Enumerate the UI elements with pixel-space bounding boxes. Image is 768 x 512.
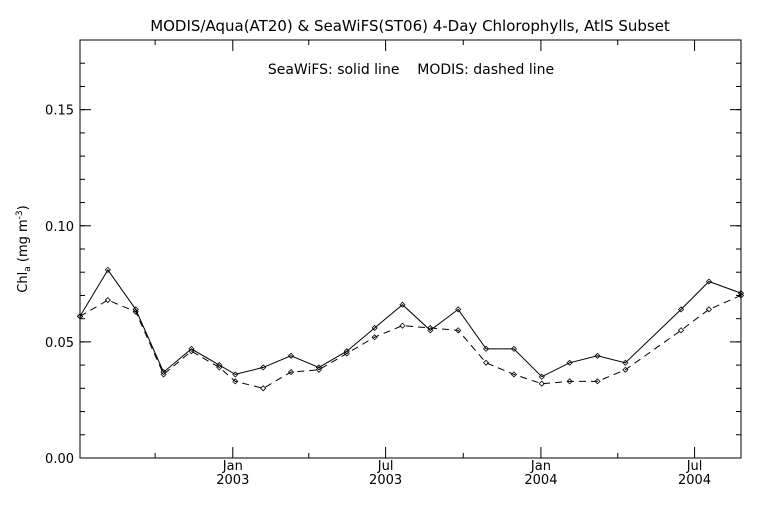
y-tick-label: 0.10: [45, 220, 74, 235]
data-point-dashed: [705, 306, 712, 313]
data-point-dashed: [315, 366, 322, 373]
axis-ticks: 0.000.050.100.15Jan2003Jul2003Jan2004Jul…: [45, 40, 741, 488]
data-point-solid: [566, 359, 573, 366]
data-point-dashed: [216, 364, 223, 371]
data-point-dashed: [566, 378, 573, 385]
data-point-dashed: [737, 292, 745, 299]
data-point-solid: [104, 266, 111, 273]
data-point-dashed: [427, 324, 434, 332]
data-point-dashed: [622, 366, 629, 373]
y-tick-label: 0.15: [45, 104, 74, 119]
data-point-dashed: [232, 378, 239, 385]
data-point-solid: [737, 290, 745, 297]
data-point-solid: [594, 352, 601, 359]
data-point-solid: [399, 301, 406, 308]
data-point-dashed: [482, 359, 490, 366]
y-axis-title: Chla (mg m-3): [15, 205, 33, 292]
data-point-solid: [343, 348, 350, 355]
chart-title: MODIS/Aqua(AT20) & SeaWiFS(ST06) 4-Day C…: [150, 17, 670, 35]
y-axis-label: Chla (mg m-3): [15, 205, 33, 292]
y-tick-label: 0.05: [45, 336, 74, 351]
data-point-solid: [371, 324, 378, 332]
data-point-dashed: [677, 327, 685, 334]
data-point-dashed: [538, 380, 545, 387]
x-tick-year: 2003: [369, 473, 402, 488]
data-point-dashed: [76, 313, 84, 320]
data-point-solid: [482, 345, 490, 352]
data-point-solid: [705, 278, 712, 285]
data-point-solid: [455, 306, 462, 313]
data-point-solid: [510, 345, 517, 352]
x-tick-year: 2004: [678, 473, 711, 488]
data-point-solid: [622, 359, 629, 366]
plot-frame: [79, 39, 742, 459]
x-tick-year: 2003: [216, 473, 249, 488]
chart-annotation: SeaWiFS: solid line MODIS: dashed line: [268, 62, 554, 78]
data-point-dashed: [160, 371, 167, 378]
data-point-dashed: [455, 327, 462, 334]
data-point-solid: [677, 306, 685, 313]
data-point-solid: [287, 352, 295, 359]
data-point-solid: [188, 345, 195, 352]
x-tick-month: Jul: [686, 459, 703, 474]
data-point-dashed: [188, 348, 195, 355]
data-point-dashed: [132, 308, 139, 315]
data-point-solid: [260, 364, 267, 371]
x-tick-month: Jan: [530, 459, 551, 474]
x-tick-year: 2004: [524, 473, 557, 488]
data-point-dashed: [104, 297, 111, 304]
series-line-dashed: [79, 294, 742, 389]
data-point-dashed: [287, 369, 295, 376]
data-point-solid: [232, 371, 239, 378]
data-point-solid: [427, 327, 434, 334]
data-point-dashed: [399, 322, 406, 329]
x-tick-month: Jan: [222, 459, 243, 474]
data-point-solid: [538, 373, 545, 380]
data-point-dashed: [260, 385, 267, 392]
series-line-solid: [79, 268, 742, 378]
data-point-dashed: [371, 334, 378, 341]
data-point-solid: [315, 364, 322, 371]
y-tick-label: 0.00: [45, 452, 74, 467]
x-tick-month: Jul: [377, 459, 394, 474]
data-point-dashed: [510, 371, 517, 378]
data-point-dashed: [343, 350, 350, 357]
data-point-dashed: [594, 378, 601, 385]
series-layer: [76, 266, 745, 392]
